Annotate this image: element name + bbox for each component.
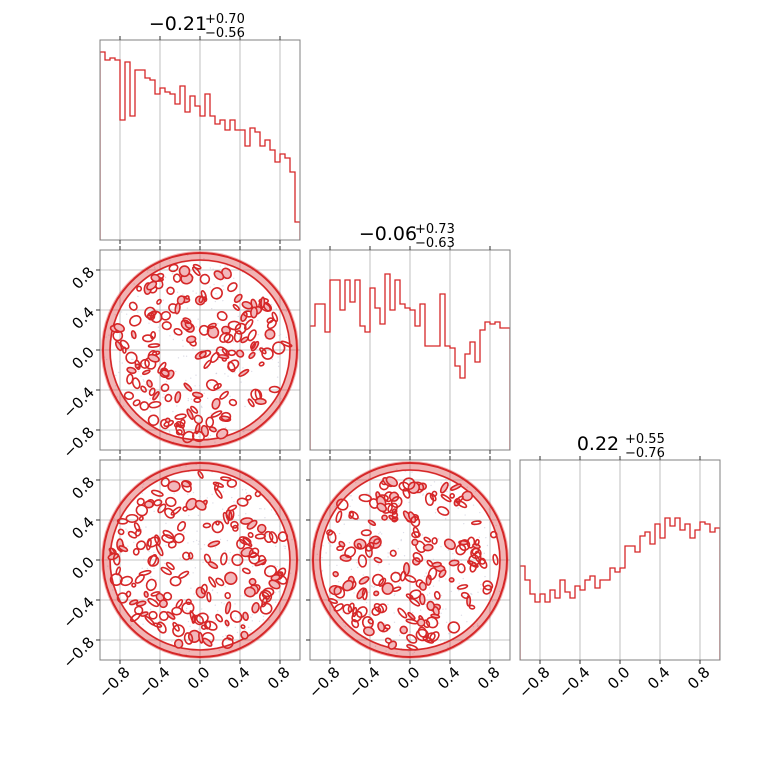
x-tick-label: 0.0 <box>604 663 634 693</box>
title-plus-x1: +0.73 <box>415 222 455 237</box>
x-tick-label: −0.8 <box>305 663 343 701</box>
y-tick-label: −0.4 <box>60 593 98 631</box>
histogram-x2 <box>520 517 720 660</box>
title-minus-x1: −0.63 <box>415 236 455 251</box>
title-minus-x2: −0.76 <box>625 446 665 461</box>
title-median-x1: −0.06 <box>359 223 417 245</box>
y-tick-label: 0.8 <box>68 263 98 293</box>
y-tick-label: 0.0 <box>68 343 98 373</box>
title-median-x2: 0.22 <box>577 433 619 455</box>
panel-0-0: −0.21+0.70−0.56 <box>99 12 301 244</box>
x-tick-label: −0.4 <box>555 663 593 701</box>
x-tick-label: 0.8 <box>684 663 714 693</box>
panel-2-0: −0.8 −0.4 0.0 0.4 0.8−0.8−0.40.00.40.8 <box>60 456 301 702</box>
title-median-x0: −0.21 <box>149 13 207 35</box>
x-tick-label: 0.4 <box>224 663 254 693</box>
panel-1-0: −0.8−0.4 0.0 0.4 0.8 <box>60 246 301 462</box>
x-tick-label: 0.8 <box>474 663 504 693</box>
x-tick-label: −0.8 <box>515 663 553 701</box>
title-minus-x0: −0.56 <box>205 26 245 41</box>
y-tick-label: 0.4 <box>68 303 98 333</box>
y-tick-label: −0.4 <box>60 383 98 421</box>
panel-2-1: −0.8 −0.4 0.0 0.4 0.8 <box>305 456 511 702</box>
panel-1-1: −0.06+0.73−0.63 <box>309 222 511 454</box>
x-tick-label: 0.4 <box>434 663 464 693</box>
y-tick-label: 0.0 <box>68 553 98 583</box>
x-tick-label: 0.0 <box>184 663 214 693</box>
title-plus-x0: +0.70 <box>205 12 245 27</box>
panel-2-2: 0.22 +0.55−0.76 −0.8 −0.4 0.0 0.4 0.8 <box>515 432 721 702</box>
y-tick-label: −0.8 <box>60 633 98 671</box>
histogram-x0 <box>100 51 300 240</box>
y-tick-label: 0.4 <box>68 513 98 543</box>
x-tick-label: −0.8 <box>95 663 133 701</box>
contour-x0-x1 <box>101 251 299 449</box>
title-plus-x2: +0.55 <box>625 432 665 447</box>
y-tick-label: 0.8 <box>68 473 98 503</box>
contour-x0-x2 <box>101 461 299 659</box>
x-tick-label: 0.4 <box>644 663 674 693</box>
contour-x1-x2 <box>311 461 509 659</box>
x-tick-label: 0.8 <box>264 663 294 693</box>
x-tick-label: −0.4 <box>345 663 383 701</box>
x-tick-label: −0.4 <box>135 663 173 701</box>
x-tick-label: 0.0 <box>394 663 424 693</box>
y-tick-label: −0.8 <box>60 423 98 461</box>
histogram-x1 <box>310 273 510 450</box>
